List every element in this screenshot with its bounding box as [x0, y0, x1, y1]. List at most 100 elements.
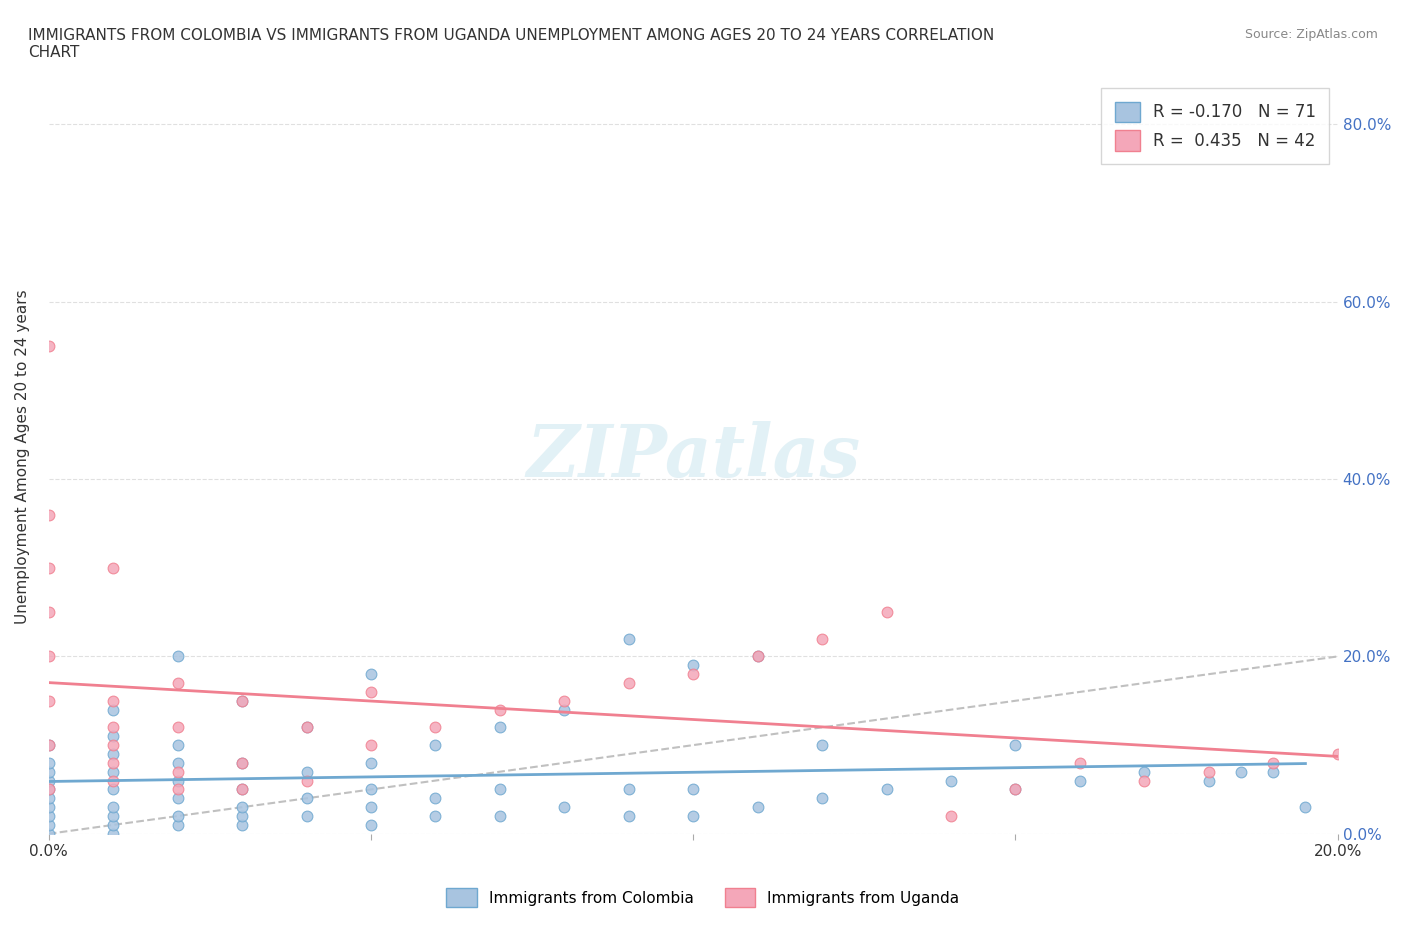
Text: Source: ZipAtlas.com: Source: ZipAtlas.com [1244, 28, 1378, 41]
Point [489, 702, 512, 717]
Point [1004, 737, 1026, 752]
Point [38, 817, 60, 832]
Point [553, 800, 575, 815]
Point [103, 773, 125, 788]
Point [103, 729, 125, 744]
Point [1263, 764, 1285, 779]
Point [360, 755, 382, 770]
Point [38, 827, 60, 842]
Point [939, 773, 962, 788]
Point [103, 800, 125, 815]
Point [876, 604, 898, 619]
Point [1198, 764, 1220, 779]
Point [295, 773, 318, 788]
Point [231, 782, 253, 797]
Point [38, 808, 60, 823]
Point [1294, 800, 1316, 815]
Point [38, 507, 60, 522]
Point [1230, 764, 1253, 779]
Point [682, 658, 704, 672]
Point [166, 649, 188, 664]
Point [425, 790, 447, 805]
Point [876, 782, 898, 797]
Point [231, 755, 253, 770]
Point [553, 702, 575, 717]
Point [617, 675, 640, 690]
Point [231, 694, 253, 709]
Point [38, 737, 60, 752]
Point [360, 782, 382, 797]
Point [38, 755, 60, 770]
Point [1391, 737, 1406, 752]
Point [489, 720, 512, 735]
Point [295, 790, 318, 805]
Point [1004, 782, 1026, 797]
Legend: Immigrants from Colombia, Immigrants from Uganda: Immigrants from Colombia, Immigrants fro… [440, 883, 966, 913]
Point [811, 790, 834, 805]
Point [360, 684, 382, 699]
Point [1133, 773, 1156, 788]
Point [295, 720, 318, 735]
Point [295, 764, 318, 779]
Point [553, 694, 575, 709]
Point [166, 790, 188, 805]
Point [103, 720, 125, 735]
Point [489, 808, 512, 823]
Point [360, 737, 382, 752]
Point [103, 561, 125, 576]
Point [617, 808, 640, 823]
Point [1263, 755, 1285, 770]
Point [103, 827, 125, 842]
Point [103, 694, 125, 709]
Point [1069, 755, 1091, 770]
Text: ZIPatlas: ZIPatlas [526, 421, 860, 493]
Point [425, 720, 447, 735]
Point [38, 737, 60, 752]
Point [166, 817, 188, 832]
Point [295, 720, 318, 735]
Point [231, 782, 253, 797]
Point [747, 800, 769, 815]
Point [38, 694, 60, 709]
Point [682, 808, 704, 823]
Point [231, 808, 253, 823]
Point [489, 782, 512, 797]
Point [425, 808, 447, 823]
Point [1198, 773, 1220, 788]
Point [166, 764, 188, 779]
Point [166, 675, 188, 690]
Point [231, 817, 253, 832]
Point [1069, 773, 1091, 788]
Point [811, 737, 834, 752]
Point [747, 649, 769, 664]
Point [38, 800, 60, 815]
Point [360, 800, 382, 815]
Point [166, 755, 188, 770]
Point [166, 782, 188, 797]
Point [38, 790, 60, 805]
Point [38, 339, 60, 353]
Point [617, 782, 640, 797]
Point [166, 737, 188, 752]
Point [425, 737, 447, 752]
Point [682, 667, 704, 682]
Point [38, 604, 60, 619]
Point [1133, 764, 1156, 779]
Point [38, 649, 60, 664]
Point [103, 808, 125, 823]
Point [38, 773, 60, 788]
Point [103, 782, 125, 797]
Point [811, 631, 834, 646]
Point [38, 782, 60, 797]
Y-axis label: Unemployment Among Ages 20 to 24 years: Unemployment Among Ages 20 to 24 years [15, 289, 30, 624]
Point [103, 702, 125, 717]
Point [103, 737, 125, 752]
Point [166, 773, 188, 788]
Point [231, 800, 253, 815]
Point [166, 720, 188, 735]
Point [103, 755, 125, 770]
Point [231, 694, 253, 709]
Point [103, 764, 125, 779]
Point [617, 631, 640, 646]
Point [103, 747, 125, 762]
